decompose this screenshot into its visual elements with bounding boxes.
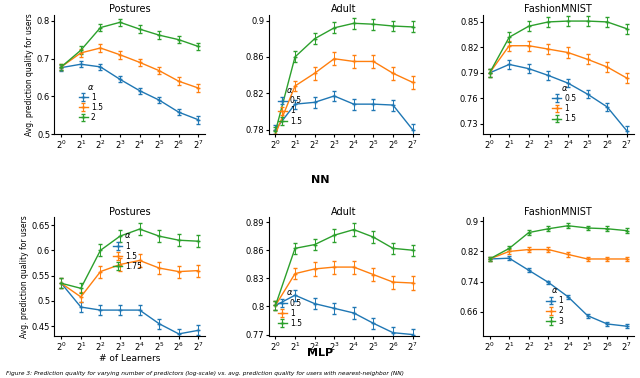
Text: Figure 3: Prediction quality for varying number of predictors (log-scale) vs. av: Figure 3: Prediction quality for varying… xyxy=(6,371,404,376)
Y-axis label: Avg. prediction quality for users: Avg. prediction quality for users xyxy=(25,13,34,136)
Legend: 0.5, 1, 1.5: 0.5, 1, 1.5 xyxy=(275,84,305,128)
Title: Postures: Postures xyxy=(109,4,150,14)
Title: FashionMNIST: FashionMNIST xyxy=(524,4,592,14)
Legend: 1, 1.5, 2: 1, 1.5, 2 xyxy=(76,81,105,124)
Y-axis label: Avg. prediction quality for users: Avg. prediction quality for users xyxy=(20,215,29,338)
Legend: 1, 1.5, 1.75: 1, 1.5, 1.75 xyxy=(111,229,145,273)
Legend: 0.5, 1, 1.5: 0.5, 1, 1.5 xyxy=(550,82,579,125)
Title: FashionMNIST: FashionMNIST xyxy=(524,207,592,217)
X-axis label: # of Learners: # of Learners xyxy=(99,355,161,363)
Title: Postures: Postures xyxy=(109,207,150,217)
Text: NN: NN xyxy=(311,175,329,184)
Title: Adult: Adult xyxy=(332,4,356,14)
Legend: 0.5, 1, 1.5: 0.5, 1, 1.5 xyxy=(275,286,305,330)
Legend: 1, 2, 3: 1, 2, 3 xyxy=(544,284,566,328)
Title: Adult: Adult xyxy=(332,207,356,217)
Text: MLP: MLP xyxy=(307,349,333,358)
